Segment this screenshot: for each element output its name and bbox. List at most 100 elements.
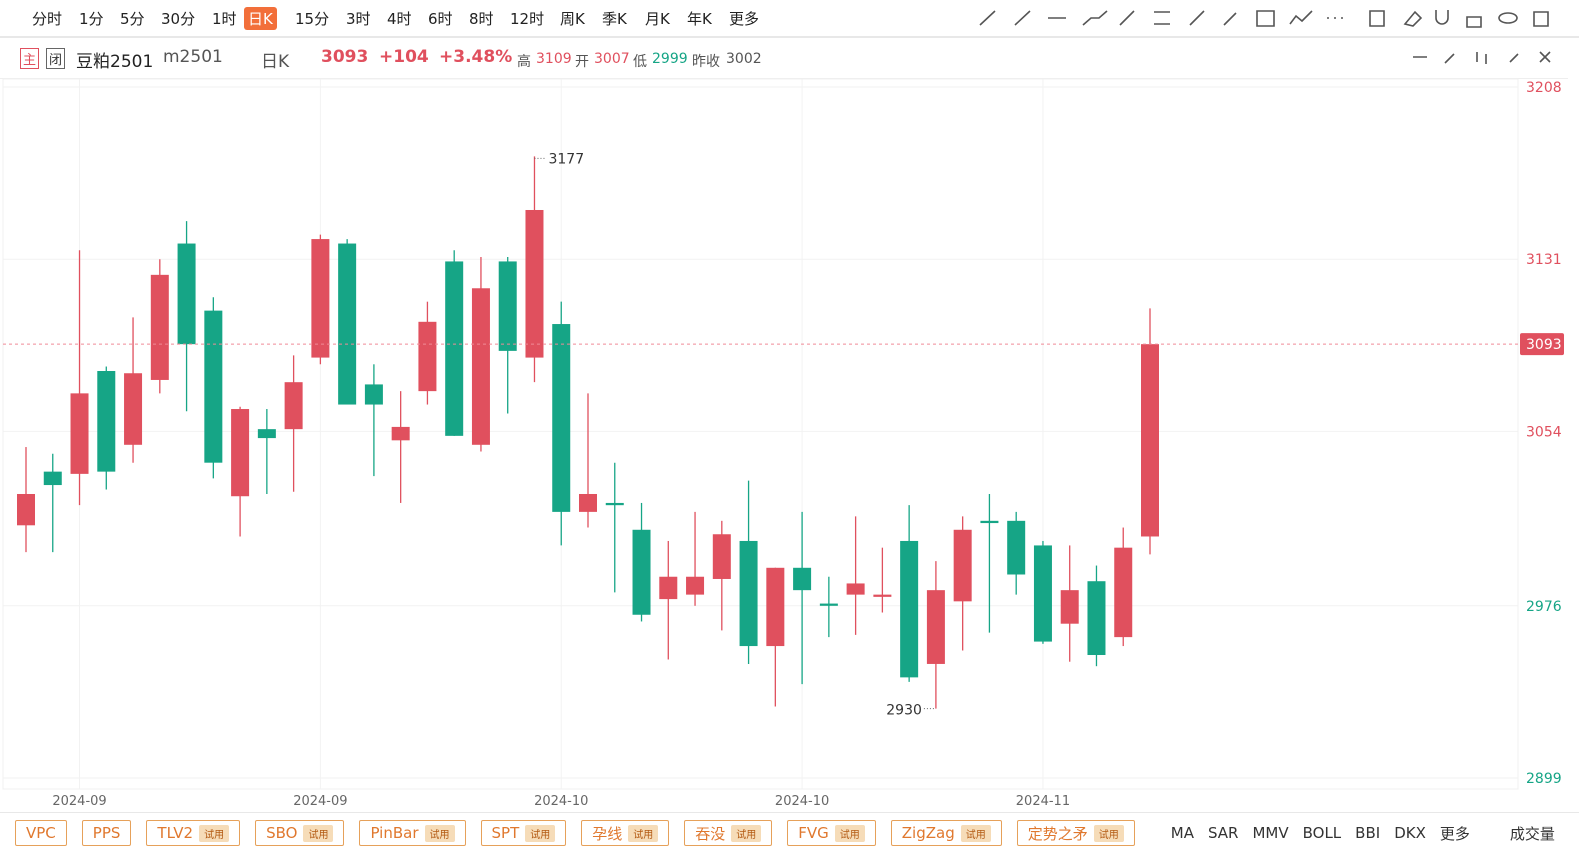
trial-badge: 试用 <box>628 824 659 842</box>
indicator-button[interactable]: FVG 试用 <box>787 820 876 846</box>
trial-badge: 试用 <box>731 824 762 842</box>
candle-body <box>1141 344 1159 537</box>
candle-body <box>953 529 972 602</box>
timeframe-button[interactable]: 月K <box>645 10 670 28</box>
timeframe-button[interactable]: 年K <box>687 10 712 28</box>
candle-body <box>1114 547 1133 638</box>
timeframe-button[interactable]: 6时 <box>428 10 453 28</box>
candle-body <box>900 540 919 678</box>
indicator-button[interactable]: VPC <box>15 820 67 846</box>
indicator-link[interactable]: 更多 <box>1439 824 1470 843</box>
candle-body <box>926 590 945 664</box>
timeframe-button[interactable]: 1分 <box>79 10 104 28</box>
last-price-box <box>1520 333 1564 356</box>
timeframe-button[interactable]: 4时 <box>387 10 412 28</box>
indicator-name: SPT <box>491 824 520 842</box>
stat-label: 低 <box>633 54 647 70</box>
indicator-button[interactable]: SBO 试用 <box>255 820 345 846</box>
timeframe-button[interactable]: 1时 <box>212 10 237 28</box>
timeframe-button[interactable]: 8时 <box>469 10 494 28</box>
candle-body <box>525 209 544 358</box>
candle-body <box>70 393 89 474</box>
plot-frame <box>2 78 1519 790</box>
period: 日K <box>261 52 290 72</box>
indicator-link[interactable]: BBI <box>1355 824 1381 842</box>
y-tick-label: 3208 <box>1526 80 1562 96</box>
indicator-button[interactable]: TLV2 试用 <box>146 820 241 846</box>
indicator-name: TLV2 <box>157 824 194 842</box>
indicator-button[interactable]: 孕线 试用 <box>581 820 670 846</box>
indicator-button[interactable]: 定势之矛 试用 <box>1016 820 1135 846</box>
candle-body <box>17 493 35 526</box>
annotation: 3177 <box>548 151 584 167</box>
indicator-name: 吞没 <box>695 824 726 843</box>
timeframe-button[interactable]: 更多 <box>729 10 760 28</box>
candle-body <box>498 261 517 351</box>
candle-body <box>284 382 303 430</box>
timeframe-button[interactable]: 30分 <box>161 10 196 28</box>
candle-body <box>819 603 838 606</box>
candle-body <box>338 243 357 405</box>
indicator-button[interactable]: PPS <box>81 820 132 846</box>
stat: 3007 <box>594 51 630 67</box>
timeframe-button[interactable]: 15分 <box>295 10 330 28</box>
stat-label: 昨收 <box>692 54 720 70</box>
last: 3093 <box>321 47 369 67</box>
y-tick-label: 2899 <box>1526 771 1562 787</box>
trial-badge: 试用 <box>960 824 991 842</box>
timeframe-button[interactable]: 季K <box>602 10 627 28</box>
candle-body <box>846 583 865 595</box>
indicator-button[interactable]: ZigZag 试用 <box>890 820 1002 846</box>
indicator-button[interactable]: 吞没 试用 <box>684 820 773 846</box>
name: 豆粕2501 <box>76 52 154 72</box>
y-tick-label: 3131 <box>1526 252 1562 268</box>
candle-body <box>579 493 597 512</box>
candle-body <box>445 261 464 436</box>
candle-body <box>632 529 651 615</box>
timeframe-button[interactable]: 周K <box>560 10 585 28</box>
x-tick-label: 2024-10 <box>775 794 829 809</box>
toolbar: 分时 1分 5分 30分 1时 日K 15分 3时 4时 6时 8时 12时 周K 季K 月K 年K 更多 <box>0 0 1579 38</box>
candle-body <box>257 429 276 439</box>
indicator-button[interactable]: PinBar 试用 <box>359 820 466 846</box>
candle-body <box>177 243 196 345</box>
indicator-link[interactable]: DKX <box>1394 824 1426 842</box>
code: m2501 <box>163 47 223 67</box>
timeframe-button[interactable]: 12时 <box>510 10 545 28</box>
change: +104 <box>379 47 429 67</box>
timeframe-button[interactable]: 5分 <box>120 10 145 28</box>
x-tick-label: 2024-10 <box>534 794 588 809</box>
chart: 3208 3131 3054 2976 2899 2024-09 2024-09 2024-1… <box>2 10 1564 809</box>
candle-body <box>686 576 705 595</box>
indicator-button[interactable]: SPT 试用 <box>480 820 567 846</box>
x-tick-label: 2024-09 <box>293 794 347 809</box>
candle-body <box>124 373 143 445</box>
timeframe-button[interactable]: 分时 <box>32 10 63 28</box>
annotation: 2930 <box>886 703 922 719</box>
indicator-name: PPS <box>92 824 121 842</box>
trial-badge: 试用 <box>525 824 556 842</box>
x-tick-label: 2024-09 <box>52 794 106 809</box>
candle-body <box>391 426 410 441</box>
close-icon: 闭 <box>46 48 66 69</box>
pct: +3.48% <box>439 47 513 67</box>
candle-body <box>739 540 758 647</box>
y-tick-label: 2976 <box>1526 599 1562 615</box>
timeframe-button[interactable]: 日K <box>244 7 277 30</box>
stat: 2999 <box>652 51 688 67</box>
candle-body <box>311 239 330 358</box>
indicator-name: PinBar <box>370 824 419 842</box>
indicator-link[interactable]: MMV <box>1252 824 1289 842</box>
volume-link[interactable]: 成交量 <box>1509 824 1555 843</box>
indicator-link[interactable]: SAR <box>1207 824 1239 842</box>
indicator-link[interactable]: MA <box>1170 824 1194 842</box>
candle-body <box>1087 581 1106 656</box>
indicator-link[interactable]: BOLL <box>1302 824 1342 842</box>
indicator-name: FVG <box>798 824 829 842</box>
candle-body <box>97 371 116 472</box>
indicator-name: VPC <box>26 824 56 842</box>
candle-body <box>793 567 812 591</box>
timeframe-button[interactable]: 3时 <box>346 10 371 28</box>
candle-body <box>712 534 731 579</box>
